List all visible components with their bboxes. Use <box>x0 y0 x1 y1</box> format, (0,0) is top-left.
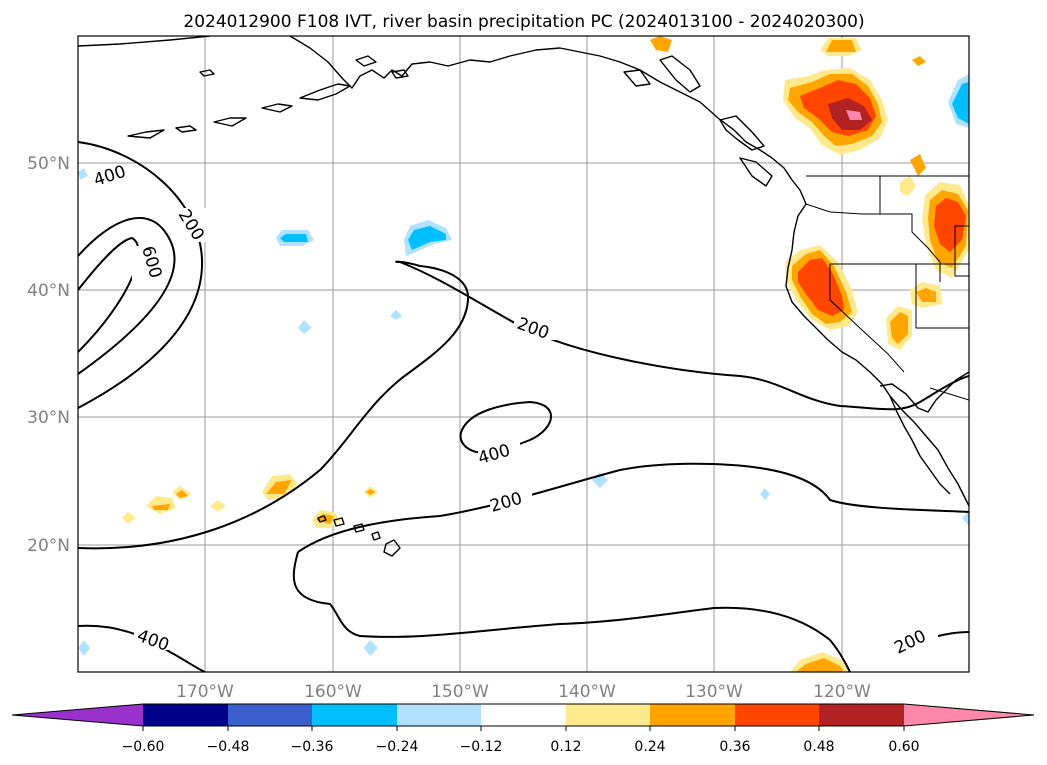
colorbar-extend-right <box>904 704 1034 726</box>
colorbar-segment <box>650 704 735 726</box>
colorbar-tick-label: 0.12 <box>550 739 581 755</box>
coastlines <box>78 36 969 557</box>
colorbar-tick-label: 0.60 <box>888 739 919 755</box>
colorbar-tick-label: 0.48 <box>803 739 834 755</box>
colorbar-tick-label: 0.24 <box>634 739 665 755</box>
colorbar-segment <box>819 704 904 726</box>
ivt-contours <box>78 141 969 672</box>
colorbar-tick-label: −0.24 <box>376 739 419 755</box>
lat-label: 40°N <box>27 281 70 301</box>
latitude-labels: 50°N 40°N 30°N 20°N <box>27 154 70 556</box>
lat-label: 50°N <box>27 154 70 174</box>
colorbar-segment <box>566 704 650 726</box>
colorbar-tick-label: −0.60 <box>122 739 165 755</box>
colorbar-extend-left <box>12 704 143 726</box>
colorbar-segment <box>228 704 312 726</box>
colorbar-segment <box>481 704 566 726</box>
contour-label-backgrounds <box>94 168 938 654</box>
lon-label: 150°W <box>431 682 489 702</box>
lon-label: 140°W <box>558 682 616 702</box>
map-frame <box>77 35 970 673</box>
colorbar-segment <box>735 704 819 726</box>
colorbar: −0.60 −0.48 −0.36 −0.24 −0.12 0.12 0.24 … <box>11 703 1035 755</box>
colorbar-tick-label: −0.12 <box>460 739 503 755</box>
colorbar-tick-label: −0.48 <box>207 739 250 755</box>
political-borders <box>805 175 969 401</box>
lon-label: 130°W <box>685 682 743 702</box>
colorbar-tick-label: −0.36 <box>291 739 334 755</box>
figure-title: 2024012900 F108 IVT, river basin precipi… <box>183 12 864 32</box>
colorbar-segment <box>397 704 481 726</box>
lon-label: 170°W <box>176 682 234 702</box>
longitude-labels: 170°W 160°W 150°W 140°W 130°W 120°W <box>176 682 871 702</box>
lat-label: 30°N <box>27 408 70 428</box>
lat-label: 20°N <box>27 536 70 556</box>
colorbar-segment <box>143 704 228 726</box>
colorbar-segment <box>312 704 397 726</box>
lon-label: 160°W <box>304 682 362 702</box>
lon-label: 120°W <box>813 682 871 702</box>
colorbar-tick-label: 0.36 <box>719 739 750 755</box>
precip-negative-shading <box>78 74 969 656</box>
graticule <box>78 36 969 672</box>
